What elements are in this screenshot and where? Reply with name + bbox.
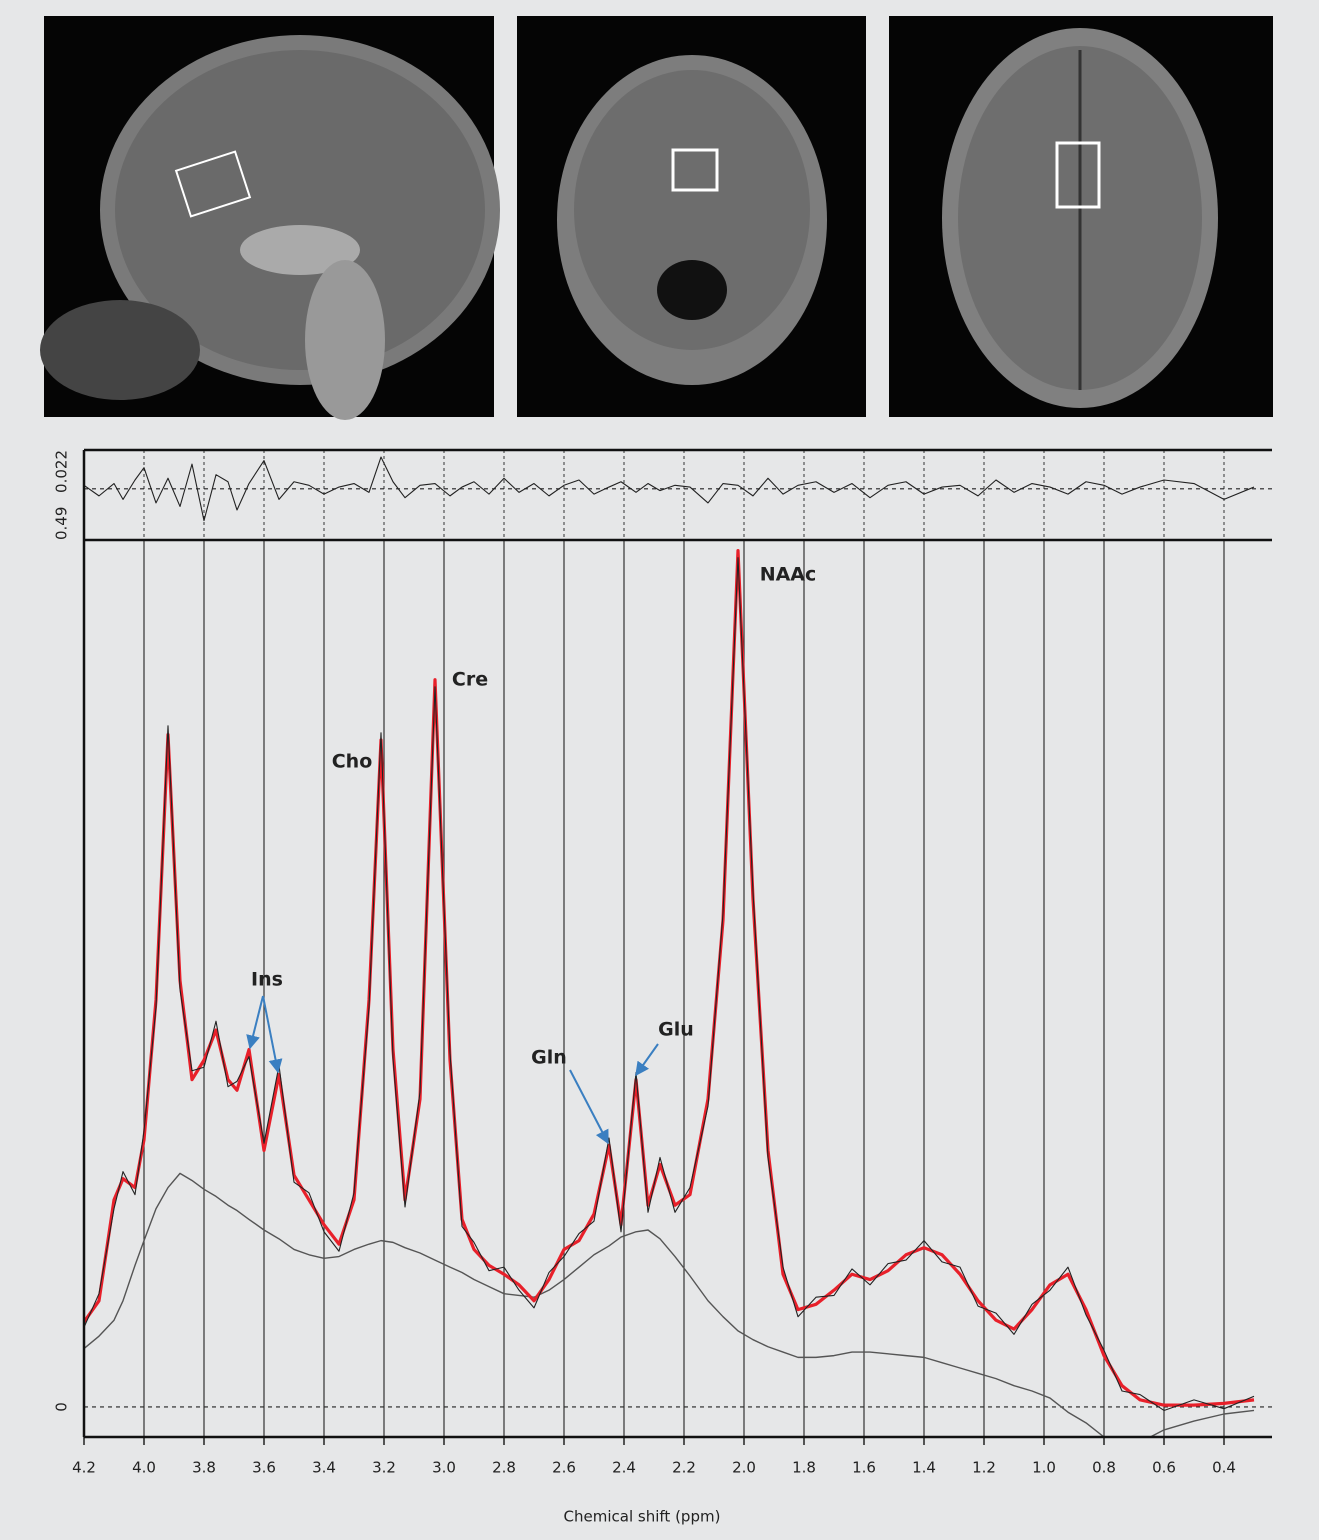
x-tick-label: 2.0 [732, 1459, 756, 1477]
x-tick-label: 1.6 [852, 1459, 876, 1477]
series-line [84, 1172, 1255, 1437]
x-tick-label: 0.6 [1152, 1459, 1176, 1477]
annotation: Cho [332, 751, 373, 773]
x-tick-label: 3.2 [372, 1459, 396, 1477]
mri-axial [889, 16, 1273, 417]
mri-sagittal [40, 16, 500, 420]
x-tick-label: 2.6 [552, 1459, 576, 1477]
spectrum-plot: 4.2 4.0 3.8 3.6 3.4 3.2 3.0 2.8 2.6 2.4 2.2 2.0 1.8 1… [53, 448, 1272, 1477]
y-tick-label: 0 [53, 1402, 71, 1412]
y-tick-label: 0.49 [53, 507, 71, 540]
x-tick-label: 0.8 [1092, 1459, 1116, 1477]
series-line [84, 456, 1255, 522]
x-tick-label: 1.8 [792, 1459, 816, 1477]
x-tick-label: 3.6 [252, 1459, 276, 1477]
annotation: Glu [658, 1019, 694, 1041]
x-tick-label: 4.2 [72, 1459, 96, 1477]
series-line [84, 557, 1255, 1412]
arrows [246, 995, 659, 1145]
y2-tick-label: 0.022 [53, 450, 71, 493]
x-tick-label: 4.0 [132, 1459, 156, 1477]
annotation: Ins [251, 969, 283, 991]
x-tick-label: 1.2 [972, 1459, 996, 1477]
x-tick-label: 3.8 [192, 1459, 216, 1477]
x-tick-label: 2.2 [672, 1459, 696, 1477]
annotation: NAAc [760, 564, 817, 586]
x-tick-label: 2.4 [612, 1459, 636, 1477]
x-axis-label: Chemical shift (ppm) [564, 1508, 721, 1526]
x-tick-label: 3.4 [312, 1459, 336, 1477]
x-tick-label: 0.4 [1212, 1459, 1236, 1477]
x-tick-label: 3.0 [432, 1459, 456, 1477]
x-tick-label: 1.4 [912, 1459, 936, 1477]
x-tick-label: 2.8 [492, 1459, 516, 1477]
x-tick-label: 1.0 [1032, 1459, 1056, 1477]
annotation: Gln [531, 1047, 567, 1069]
annotation: Cre [452, 669, 488, 691]
mri-coronal [517, 16, 866, 417]
